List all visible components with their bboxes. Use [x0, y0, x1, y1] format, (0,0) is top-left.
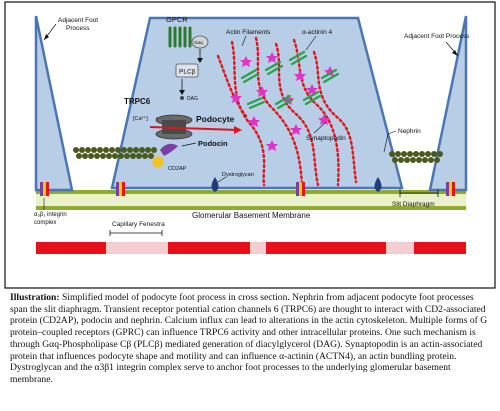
endothelial-cell-3	[266, 242, 386, 254]
integrin-complex	[446, 182, 455, 196]
caption-text: Simplified model of podocyte foot proces…	[10, 292, 488, 385]
podocin-label: Podocin	[198, 139, 228, 148]
endothelial-cell-2	[168, 242, 250, 254]
gbm-top-lamina	[36, 190, 466, 194]
integrin-complexes	[40, 182, 455, 196]
synaptopodin-star	[306, 84, 318, 95]
actin-filament-6	[216, 54, 248, 118]
actin-filament-1	[230, 40, 266, 187]
calcium-influx-arrow	[149, 126, 239, 131]
dystroglycan-drop	[374, 177, 382, 192]
dag-label: DAG	[187, 96, 198, 102]
podocyte-diagram: Capillary Fenestra Glomerular Basement M…	[4, 1, 496, 289]
synaptopodin-star	[290, 124, 302, 135]
podocyte-label: Podocyte	[196, 114, 235, 124]
integrin-label-2: complex	[34, 220, 56, 226]
adjacent-left-label-1: Adjacent Foot	[58, 17, 98, 24]
synaptopodin-label: Synaptopodin	[306, 135, 346, 142]
synaptopodin-star	[318, 114, 330, 125]
gpcr-helices	[168, 26, 192, 48]
nephrin-left	[73, 147, 157, 159]
podocin-protein: Podocin	[160, 139, 228, 156]
alpha-actinin-4-label: α-actinin 4	[302, 29, 333, 36]
actin-filament-5	[312, 50, 358, 184]
dystroglycan-anchors	[211, 177, 382, 192]
endothelial-cell-1	[36, 242, 106, 254]
slit-diaphragm-label: Slit Diaphragm	[392, 201, 435, 208]
left-foot-process-shape	[34, 15, 74, 192]
actin-filament-3	[274, 42, 320, 187]
adjacent-left-label-2: Process	[66, 25, 90, 32]
endothelium	[36, 242, 466, 254]
figure-caption: Illustration: Simplified model of podocy…	[10, 292, 492, 386]
integrin-complex	[40, 182, 49, 196]
dystroglycan-drop	[211, 177, 219, 192]
gpcr-receptor: GPCR Gαq	[166, 15, 209, 63]
caption-title: Illustration:	[10, 292, 60, 303]
nephrin-label: Nephrin	[398, 128, 421, 135]
dag-molecule	[180, 96, 184, 100]
synaptopodin-star	[282, 94, 294, 105]
alpha-actinin-4-markers	[240, 50, 340, 110]
cd2ap-protein: CD2AP	[152, 156, 187, 172]
gbm-bottom-lamina	[36, 206, 466, 210]
endothelial-cell-4	[414, 242, 466, 254]
gpcr-label: GPCR	[166, 15, 188, 24]
cd2ap-label: CD2AP	[168, 166, 187, 172]
slit-diaphragm-bracket: Slit Diaphragm	[392, 189, 439, 208]
alpha-actinin-bundle	[240, 68, 258, 80]
adjacent-foot-process-left: Adjacent Foot Process	[34, 15, 98, 192]
integrin-label-1: α₃β₁ integrin	[34, 212, 67, 218]
integrin-complex	[296, 182, 305, 196]
plc-beta-label: PLCβ	[179, 69, 196, 76]
actin-filament-2	[254, 36, 304, 187]
synaptopodin-star	[294, 70, 306, 81]
plc-beta-enzyme	[175, 63, 199, 78]
trpc6-label: TRPC6	[124, 97, 151, 106]
synaptopodin-star	[266, 52, 278, 63]
synaptopodin-star	[240, 56, 252, 67]
nephrin-right	[389, 151, 443, 163]
actin-filaments-label: Actin Filaments	[226, 29, 271, 36]
synaptopodin-star	[266, 140, 278, 151]
capillary-fenestra-label: Capillary Fenestra	[112, 221, 165, 228]
synaptopodin-star	[230, 92, 242, 103]
calcium-label: [Ca²⁺]	[133, 115, 148, 122]
nephrin-strands	[73, 147, 443, 163]
capillary-fenestra: Capillary Fenestra	[109, 221, 165, 236]
galpha-q-label: Gαq	[194, 40, 203, 45]
adjacent-right-label: Adjacent Foot Process	[404, 33, 470, 40]
trpc6-channel: TRPC6 [Ca²⁺]	[124, 97, 242, 140]
galpha-q-protein	[191, 35, 209, 49]
gbm-body	[36, 190, 466, 210]
dystroglycan-label: Dystroglycan	[222, 172, 254, 178]
synaptopodin-star	[248, 116, 260, 127]
podocin-shape	[160, 143, 178, 156]
gbm-label: Glomerular Basement Membrane	[192, 211, 311, 220]
plc-beta-pathway: PLCβ DAG	[175, 63, 199, 102]
cd2ap-shape	[152, 156, 164, 168]
glomerular-basement-membrane: Glomerular Basement Membrane	[36, 190, 466, 220]
synaptopodin-star	[256, 86, 268, 97]
integrin-complex	[116, 182, 125, 196]
